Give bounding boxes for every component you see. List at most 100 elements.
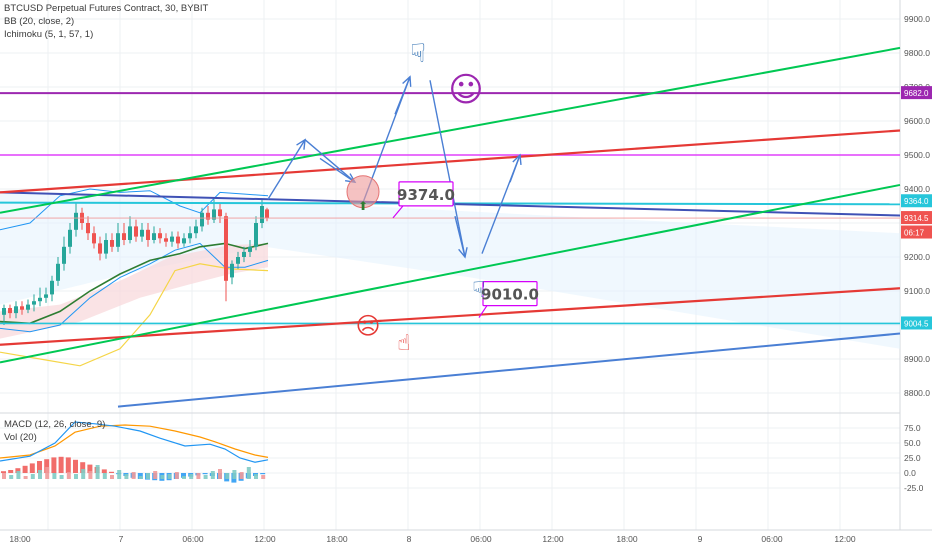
macd-histogram-bar — [101, 469, 107, 473]
price-tick-label: 8800.0 — [904, 388, 930, 398]
volume-bar — [66, 472, 71, 479]
time-tick-label: 18:00 — [9, 534, 31, 544]
candle-body — [170, 236, 174, 242]
volume-bar — [102, 473, 107, 479]
macd-histogram-bar — [73, 459, 78, 473]
kumo-red-cloud — [0, 243, 268, 339]
path-arrow-1-head — [296, 138, 306, 150]
candle-body — [44, 294, 48, 298]
candle-body — [32, 301, 36, 305]
volume-bar — [124, 474, 129, 479]
macd-histogram-bar — [51, 457, 57, 473]
path-arrow-3 — [394, 76, 411, 115]
candle-body — [38, 297, 42, 302]
candle-body — [194, 226, 198, 234]
volume-bar — [110, 475, 114, 479]
macd-histogram-bar — [80, 462, 86, 473]
macd-histogram-bar — [44, 459, 50, 473]
price-tick-label: 9900.0 — [904, 14, 930, 24]
callout-label-top: 9374.0 — [397, 186, 455, 204]
price-tag — [901, 225, 932, 239]
red-lower-channel — [0, 287, 901, 346]
candle-body — [50, 280, 54, 295]
candle-body — [104, 240, 108, 254]
symbol-legend: BTCUSD Perpetual Futures Contract, 30, B… — [4, 3, 209, 14]
volume-bar — [59, 475, 64, 479]
price-tag-label: 9314.5 — [904, 214, 929, 223]
smiley-face-icon: ☺ — [448, 70, 483, 110]
path-arrow-4-head — [458, 247, 468, 259]
macd-legend: MACD (12, 26, close, 9) — [4, 419, 106, 430]
candle-body — [158, 233, 162, 239]
volume-bar — [52, 473, 57, 479]
candle-body — [230, 263, 234, 278]
candle-body — [134, 226, 138, 237]
highlight-circle — [346, 175, 380, 209]
volume-bar — [182, 476, 186, 479]
candle-body — [2, 308, 6, 315]
path-arrow-5 — [509, 154, 521, 183]
time-tick-label: 12:00 — [254, 534, 276, 544]
candle-body — [116, 233, 120, 247]
callout-box-top — [398, 181, 454, 207]
price-tick-label: 9800.0 — [904, 48, 930, 58]
price-tick-label: 9600.0 — [904, 116, 930, 126]
pointing-hand-icon: ☟ — [410, 39, 426, 69]
price-tag — [901, 316, 932, 330]
volume-bar — [167, 474, 172, 479]
candle-body — [164, 238, 168, 242]
pointing-hand-icon: ☟ — [472, 278, 485, 303]
time-tick-label: 18:00 — [616, 534, 638, 544]
volume-bar — [2, 473, 6, 479]
macd-histogram-bar — [8, 470, 14, 473]
callout-pointer-bottom — [478, 305, 488, 318]
macd-histogram-bar — [260, 473, 266, 475]
volume-bar — [210, 471, 215, 479]
time-tick-label: 06:00 — [182, 534, 204, 544]
volume-bar — [239, 472, 244, 479]
red-upper-channel — [0, 129, 901, 194]
volume-bar — [174, 472, 179, 479]
callout-label-bottom: 9010.0 — [481, 286, 539, 304]
candle-body — [92, 233, 96, 244]
time-tick-label: 9 — [698, 534, 703, 544]
path-segment-2 — [304, 139, 356, 183]
candle-body — [248, 246, 252, 252]
volume-bar — [30, 474, 35, 479]
candle-body — [68, 229, 72, 247]
volume-bar — [218, 469, 222, 479]
macd-tick-label: 75.0 — [904, 423, 921, 433]
volume-bar — [9, 475, 14, 479]
candle-body — [20, 306, 24, 310]
ichimoku-lagging-span — [0, 263, 269, 367]
candle-body — [122, 233, 126, 240]
time-tick-label: 18:00 — [326, 534, 348, 544]
candle-body — [224, 216, 228, 281]
volume-bar — [23, 476, 28, 479]
candle-body — [212, 209, 216, 220]
macd-line — [0, 421, 269, 463]
path-arrow-2 — [319, 157, 356, 183]
volume-bar — [203, 475, 208, 479]
macd-histogram-bar — [181, 473, 186, 478]
candle-body — [265, 209, 269, 218]
price-tag — [901, 211, 932, 225]
volume-bar — [160, 475, 165, 479]
path-arrow-1 — [267, 139, 306, 200]
macd-histogram-bar — [202, 473, 208, 475]
macd-histogram-bar — [15, 468, 21, 473]
macd-tick-label: 50.0 — [904, 438, 921, 448]
candle-body — [152, 233, 156, 240]
candle-body — [26, 304, 30, 310]
pointing-hand-icon: ☝ — [397, 331, 410, 356]
candle-body — [140, 229, 144, 237]
path-arrow-4 — [454, 216, 466, 258]
candle-body — [8, 308, 12, 314]
frowning-face-icon: ☹ — [355, 312, 380, 340]
volume-bar — [153, 471, 158, 479]
price-tag-label: 9682.0 — [904, 89, 929, 98]
price-tag — [901, 86, 932, 100]
candle-body — [200, 212, 204, 227]
